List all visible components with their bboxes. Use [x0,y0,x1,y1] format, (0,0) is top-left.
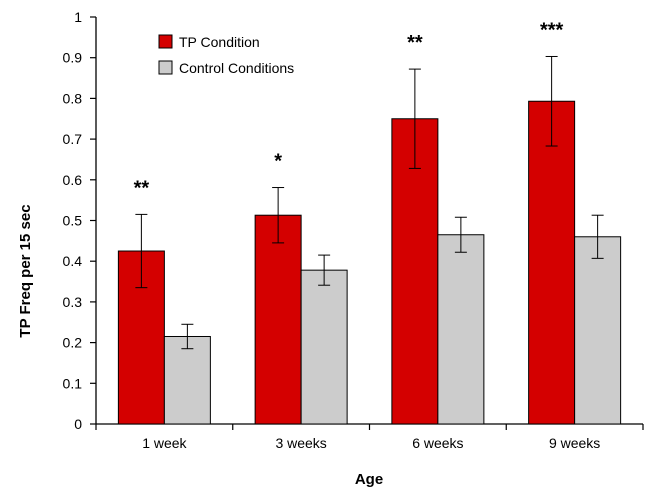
bar-control-conditions [163,335,211,425]
error-bar [318,254,331,286]
error-bars [135,55,604,350]
significance-marker: * [274,151,282,173]
y-tick-label: 0.3 [63,294,83,310]
error-bar [454,216,467,253]
bar-control-conditions [300,269,348,425]
y-tick-label: 0.1 [63,375,83,391]
legend-label-tp: TP Condition [179,34,260,50]
y-axis-title: TP Freq per 15 sec [17,204,34,337]
legend-label-control: Control Conditions [179,60,294,76]
y-ticks: 0 0.1 0.2 0.3 0.4 0.5 0.6 0.7 0.8 0.9 1 [63,9,96,432]
y-tick-label: 0.4 [63,253,83,269]
legend-swatch-tp [158,34,173,49]
significance-marker: ** [134,177,150,199]
bar-control-conditions [574,236,622,425]
error-bar [545,55,558,147]
y-tick-label: 0.8 [63,90,83,106]
error-bar [272,187,285,244]
y-tick-label: 0.7 [63,131,83,147]
legend: TP Condition Control Conditions [158,34,294,76]
bars [117,100,622,425]
x-tick-label: 6 weeks [412,435,463,451]
x-tick-label: 1 week [142,435,187,451]
bar-tp-condition [528,100,576,425]
significance-marker: *** [540,19,564,41]
significance-marker: ** [407,32,423,54]
x-axis-title: Age [355,471,383,488]
bar-tp-condition [254,214,302,425]
y-tick-label: 0.5 [63,213,83,229]
x-ticks: 1 week 3 weeks 6 weeks 9 weeks [95,424,644,451]
x-tick-label: 9 weeks [549,435,600,451]
y-tick-label: 0 [74,416,82,432]
y-tick-label: 0.6 [63,172,83,188]
bar-control-conditions [437,234,485,425]
significance-markers: ******** [134,19,564,199]
y-tick-label: 0.9 [63,50,83,66]
error-bar [181,323,194,350]
x-tick-label: 3 weeks [275,435,326,451]
y-tick-label: 0.2 [63,335,83,351]
legend-swatch-control [158,60,173,75]
error-bar [408,68,421,169]
y-tick-label: 1 [74,9,82,25]
error-bar [135,213,148,289]
error-bar [591,214,604,259]
